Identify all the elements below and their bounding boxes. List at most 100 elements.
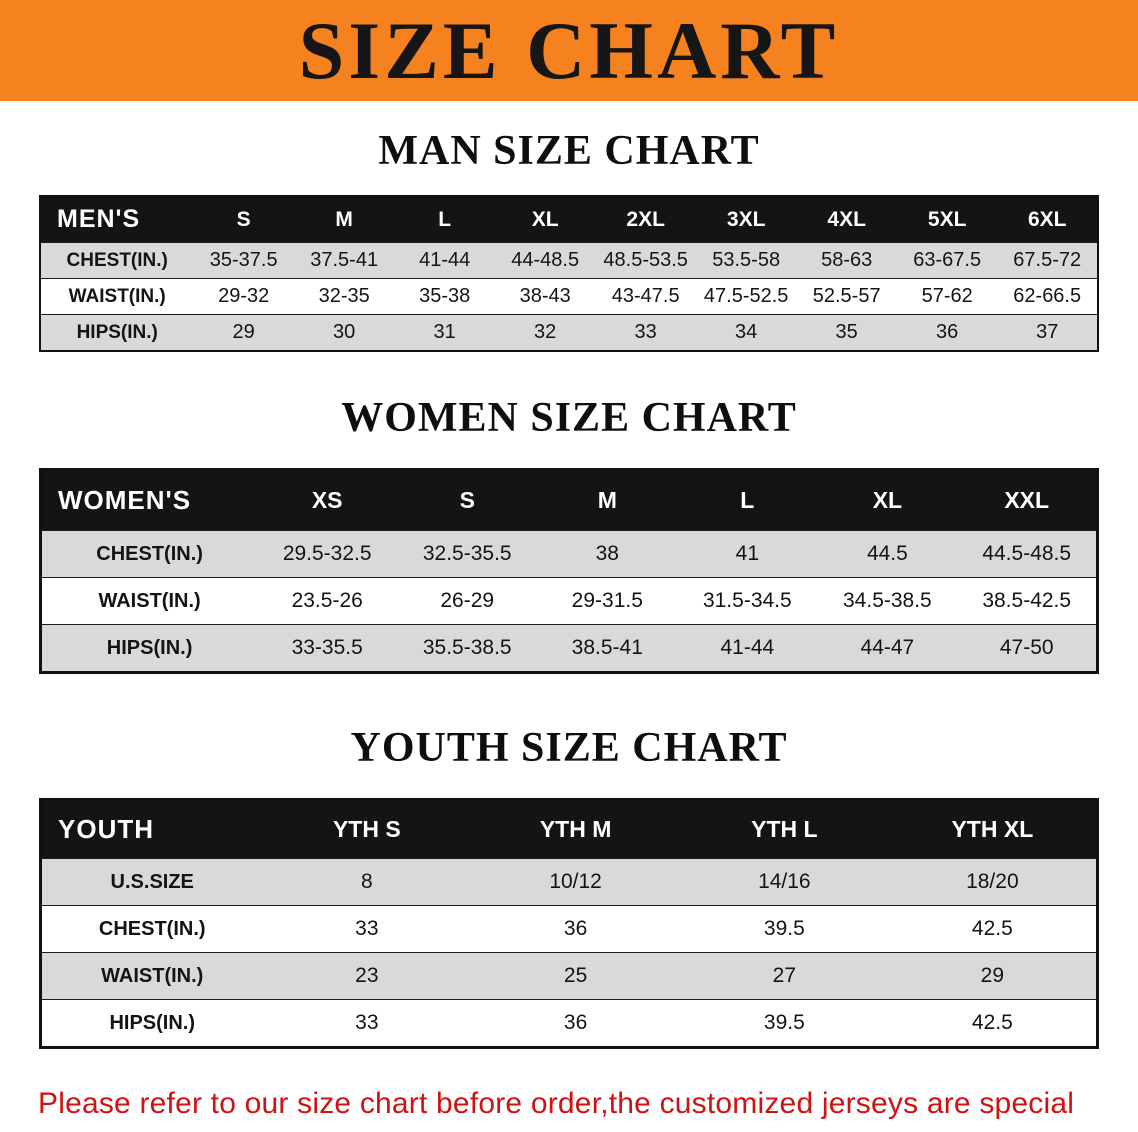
size-value: 32.5-35.5 <box>397 530 538 578</box>
size-value: 29 <box>193 314 294 351</box>
size-value: 53.5-58 <box>695 242 797 279</box>
size-value: 29-31.5 <box>537 577 678 625</box>
size-value: 35-38 <box>394 278 495 315</box>
size-column-header: 2XL <box>595 196 696 243</box>
size-value: 33-35.5 <box>257 624 398 673</box>
table-row: HIPS(IN.) 29 30 31 32 33 34 35 36 37 <box>40 314 1098 351</box>
size-column-header: XL <box>817 469 958 531</box>
table-category-header: MEN'S <box>40 196 194 243</box>
size-value: 31.5-34.5 <box>677 577 818 625</box>
youth-section-heading: YOUTH SIZE CHART <box>350 725 788 771</box>
size-column-header: S <box>193 196 294 243</box>
size-value: 14/16 <box>679 858 889 906</box>
size-column-header: L <box>677 469 818 531</box>
size-value: 37 <box>997 314 1098 351</box>
size-value: 42.5 <box>888 999 1098 1048</box>
size-column-header: XL <box>494 196 596 243</box>
row-label: HIPS(IN.) <box>40 624 258 673</box>
women-size-section: WOMEN SIZE CHART WOMEN'S XS S M L XL XXL CHEST(… <box>0 394 1138 674</box>
size-value: 57-62 <box>896 278 998 315</box>
size-value: 41-44 <box>394 242 495 279</box>
size-value: 58-63 <box>796 242 897 279</box>
size-value: 33 <box>262 999 472 1048</box>
size-value: 10/12 <box>471 858 680 906</box>
size-value: 36 <box>896 314 998 351</box>
size-value: 29 <box>888 952 1098 1000</box>
men-section-heading: MAN SIZE CHART <box>378 128 760 174</box>
table-row: CHEST(IN.) 29.5-32.5 32.5-35.5 38 41 44.5 44.5… <box>40 530 1098 578</box>
size-column-header: S <box>397 469 538 531</box>
size-value: 41 <box>677 530 818 578</box>
size-value: 35-37.5 <box>193 242 294 279</box>
size-value: 32-35 <box>293 278 395 315</box>
size-value: 63-67.5 <box>896 242 998 279</box>
table-header-row: YOUTH YTH S YTH M YTH L YTH XL <box>40 799 1098 859</box>
row-label: HIPS(IN.) <box>40 999 263 1048</box>
size-value: 44-48.5 <box>494 242 596 279</box>
size-value: 29.5-32.5 <box>257 530 398 578</box>
size-value: 35.5-38.5 <box>397 624 538 673</box>
table-row: WAIST(IN.) 23 25 27 29 <box>40 952 1098 1000</box>
size-value: 26-29 <box>397 577 538 625</box>
size-value: 18/20 <box>888 858 1098 906</box>
size-value: 25 <box>471 952 680 1000</box>
row-label: CHEST(IN.) <box>40 905 263 953</box>
row-label: WAIST(IN.) <box>40 952 263 1000</box>
size-chart-banner: SIZE CHART <box>0 0 1138 101</box>
size-value: 34 <box>695 314 797 351</box>
row-label: WAIST(IN.) <box>40 577 258 625</box>
size-column-header: 3XL <box>695 196 797 243</box>
size-value: 67.5-72 <box>997 242 1098 279</box>
size-column-header: 6XL <box>997 196 1098 243</box>
size-value: 44-47 <box>817 624 958 673</box>
size-value: 23 <box>262 952 472 1000</box>
table-header-row: MEN'S S M L XL 2XL 3XL 4XL 5XL 6XL <box>40 196 1098 243</box>
women-section-heading: WOMEN SIZE CHART <box>341 395 797 441</box>
size-value: 33 <box>262 905 472 953</box>
page-title: SIZE CHART <box>298 4 840 96</box>
size-value: 37.5-41 <box>293 242 395 279</box>
row-label: CHEST(IN.) <box>40 530 258 578</box>
men-size-table: MEN'S S M L XL 2XL 3XL 4XL 5XL 6XL CHEST(IN.) 35-37… <box>39 195 1099 352</box>
size-value: 31 <box>394 314 495 351</box>
size-value: 23.5-26 <box>257 577 398 625</box>
table-row: WAIST(IN.) 23.5-26 26-29 29-31.5 31.5-34.5 34… <box>40 577 1098 625</box>
table-row: WAIST(IN.) 29-32 32-35 35-38 38-43 43-47.5 47.… <box>40 278 1098 315</box>
women-size-table: WOMEN'S XS S M L XL XXL CHEST(IN.) 29.5-32.5 32.5… <box>39 468 1099 674</box>
size-column-header: 5XL <box>896 196 998 243</box>
size-value: 29-32 <box>193 278 294 315</box>
youth-size-table: YOUTH YTH S YTH M YTH L YTH XL U.S.SIZE 8 10/12… <box>39 798 1099 1049</box>
size-column-header: YTH L <box>679 799 889 859</box>
size-column-header: L <box>394 196 495 243</box>
size-column-header: 4XL <box>796 196 897 243</box>
size-value: 47-50 <box>957 624 1098 673</box>
size-value: 34.5-38.5 <box>817 577 958 625</box>
row-label: WAIST(IN.) <box>40 278 194 315</box>
size-value: 47.5-52.5 <box>695 278 797 315</box>
row-label: CHEST(IN.) <box>40 242 194 279</box>
men-size-section: MAN SIZE CHART MEN'S S M L XL 2XL 3XL 4XL 5XL 6XL… <box>0 127 1138 352</box>
table-category-header: WOMEN'S <box>40 469 258 531</box>
disclaimer-note: Please refer to our size chart before or… <box>38 1083 1138 1132</box>
size-value: 32 <box>494 314 596 351</box>
size-column-header: XS <box>257 469 398 531</box>
size-value: 44.5-48.5 <box>957 530 1098 578</box>
size-value: 8 <box>262 858 472 906</box>
row-label: U.S.SIZE <box>40 858 263 906</box>
size-value: 62-66.5 <box>997 278 1098 315</box>
row-label: HIPS(IN.) <box>40 314 194 351</box>
table-row: HIPS(IN.) 33-35.5 35.5-38.5 38.5-41 41-44 44-… <box>40 624 1098 673</box>
table-row: CHEST(IN.) 33 36 39.5 42.5 <box>40 905 1098 953</box>
size-column-header: M <box>537 469 678 531</box>
table-row: CHEST(IN.) 35-37.5 37.5-41 41-44 44-48.5 48.5… <box>40 242 1098 279</box>
size-column-header: YTH M <box>471 799 680 859</box>
size-column-header: YTH S <box>262 799 472 859</box>
size-value: 41-44 <box>677 624 818 673</box>
size-value: 44.5 <box>817 530 958 578</box>
size-value: 39.5 <box>679 999 889 1048</box>
size-value: 33 <box>595 314 696 351</box>
table-category-header: YOUTH <box>40 799 263 859</box>
size-value: 38 <box>537 530 678 578</box>
size-value: 27 <box>679 952 889 1000</box>
size-value: 36 <box>471 999 680 1048</box>
